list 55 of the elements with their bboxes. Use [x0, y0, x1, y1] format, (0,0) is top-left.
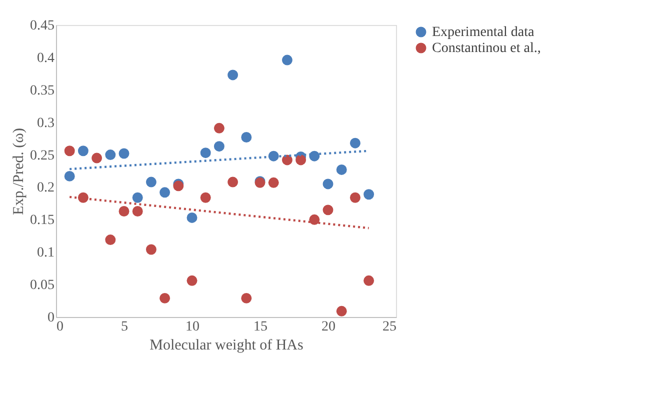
point	[322, 204, 334, 216]
x-tick-label: 15	[254, 320, 268, 334]
y-tick-label: 0.35	[30, 83, 54, 98]
point	[118, 206, 130, 216]
point	[200, 148, 211, 158]
y-axis-title: Exp./Pred. (ω)	[11, 128, 27, 215]
point	[228, 70, 238, 80]
point	[214, 141, 224, 152]
y-tick-label: 0.2	[37, 180, 54, 196]
point	[105, 150, 116, 160]
point	[282, 154, 292, 166]
point	[350, 138, 360, 148]
legend-label: Constantinou et al.,	[432, 41, 541, 56]
point	[336, 164, 347, 175]
x-tick-label: 10	[186, 320, 200, 334]
y-tick-label: 0.25	[30, 148, 54, 164]
point	[200, 192, 211, 203]
point	[186, 275, 198, 286]
point	[160, 292, 170, 304]
point	[228, 176, 238, 188]
point	[322, 178, 334, 190]
point	[186, 212, 198, 223]
point	[132, 206, 143, 216]
x-tick-label: 5	[121, 320, 128, 334]
point	[309, 214, 320, 225]
point	[132, 192, 143, 203]
point	[160, 187, 170, 198]
y-tick-label: 0.3	[37, 116, 54, 131]
legend-label: Experimental data	[432, 25, 536, 40]
y-tick-label: 0.05	[30, 278, 54, 294]
point	[364, 275, 374, 286]
y-tick-label: 0.15	[30, 213, 54, 228]
y-tick-label: 0.1	[37, 246, 54, 261]
point	[118, 148, 130, 159]
point	[241, 292, 252, 304]
point	[64, 146, 75, 156]
point	[268, 177, 279, 188]
y-tick-label: 0.4	[37, 50, 54, 66]
point	[282, 54, 292, 66]
point	[336, 306, 347, 316]
point	[78, 146, 88, 156]
point	[214, 122, 224, 134]
point	[364, 189, 374, 200]
point	[64, 170, 75, 182]
point	[350, 192, 360, 203]
y-tick-label: 0.45	[30, 18, 54, 34]
x-axis-title: Molecular weight of HAs	[150, 338, 304, 354]
point	[105, 234, 116, 246]
point	[146, 244, 156, 255]
point	[92, 152, 102, 164]
point	[146, 176, 156, 188]
point	[296, 154, 306, 166]
x-tick-label: 25	[382, 320, 396, 334]
x-tick-label: 20	[322, 320, 336, 334]
point	[241, 132, 252, 142]
